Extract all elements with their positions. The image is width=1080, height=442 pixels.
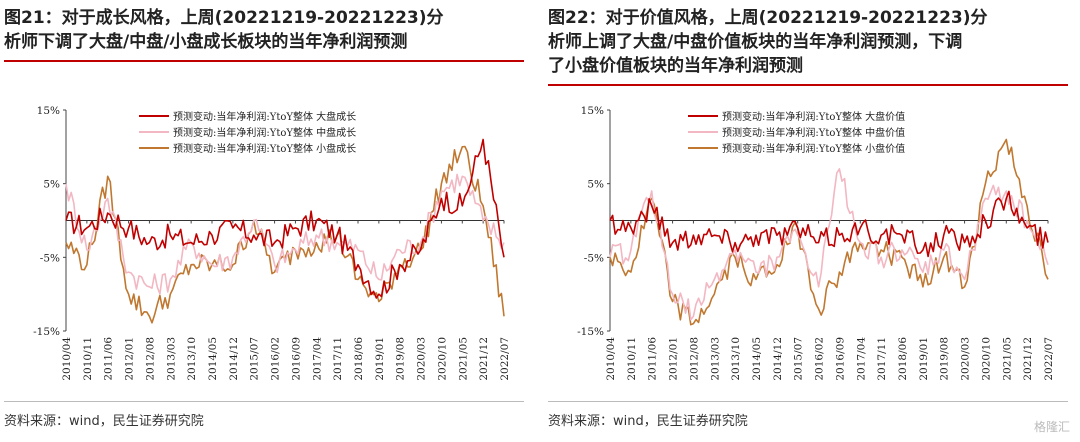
- x-tick-label: 2020/03: [416, 337, 428, 381]
- x-tick-label: 2015/07: [793, 337, 805, 381]
- x-tick-label: 2022/07: [1043, 337, 1055, 381]
- x-tick-label: 2019/08: [395, 337, 407, 381]
- legend-label: 预测变动:当年净利润:YtoY整体 中盘价值: [722, 126, 905, 139]
- chart-panel-left: 图21：对于成长风格，上周(20221219-20221223)分 析师下调了大…: [4, 0, 524, 442]
- series-line: [65, 138, 505, 299]
- x-tick-label: 2013/03: [709, 337, 721, 381]
- x-tick-label: 2016/02: [814, 337, 826, 381]
- x-tick-label: 2018/06: [897, 337, 909, 381]
- title-line: 图21：对于成长风格，上周(20221219-20221223)分: [4, 8, 444, 28]
- line-chart: 15% 5% -5% -15%2010/04 2010/11 2011/06 2012/01…: [33, 105, 511, 381]
- divider: [548, 401, 1068, 402]
- x-tick-label: 2011/06: [647, 337, 659, 381]
- title-line: 了小盘价值板块的当年净利润预测: [548, 56, 803, 76]
- series-line: [65, 145, 505, 324]
- x-tick-label: 2016/02: [270, 337, 282, 381]
- legend-label: 预测变动:当年净利润:YtoY整体 小盘价值: [722, 142, 905, 155]
- x-tick-label: 2012/08: [144, 337, 156, 381]
- chart-title: 图22：对于价值风格，上周(20221219-20221223)分 析师上调了大…: [548, 6, 1068, 78]
- x-tick-label: 2010/11: [82, 337, 94, 381]
- title-rule: [4, 60, 524, 62]
- x-tick-label: 2021/12: [478, 337, 490, 381]
- x-tick-label: 2011/06: [103, 337, 115, 381]
- legend-label: 预测变动:当年净利润:YtoY整体 小盘成长: [173, 142, 356, 155]
- x-tick-label: 2010/11: [626, 337, 638, 381]
- x-tick-label: 2021/05: [457, 337, 469, 381]
- x-tick-label: 2010/04: [605, 337, 617, 381]
- x-tick-label: 2020/10: [436, 337, 448, 381]
- title-line: 析师上调了大盘/中盘价值板块的当年净利润预测，下调: [548, 32, 963, 52]
- x-tick-label: 2013/10: [730, 337, 742, 381]
- chart-title: 图21：对于成长风格，上周(20221219-20221223)分 析师下调了大…: [4, 6, 524, 54]
- x-tick-label: 2016/09: [834, 337, 846, 381]
- x-tick-label: 2017/11: [332, 337, 344, 381]
- legend-label: 预测变动:当年净利润:YtoY整体 中盘成长: [173, 126, 356, 139]
- y-tick-label: -5%: [584, 252, 604, 264]
- x-tick-label: 2017/04: [311, 337, 323, 381]
- series-line: [65, 173, 505, 295]
- chart-panel-right: 图22：对于价值风格，上周(20221219-20221223)分 析师上调了大…: [548, 0, 1068, 442]
- x-tick-label: 2010/04: [61, 337, 73, 381]
- y-tick-label: -15%: [577, 326, 604, 338]
- title-line: 图22：对于价值风格，上周(20221219-20221223)分: [548, 8, 988, 28]
- source-note: 资料来源：wind，民生证券研究院: [548, 414, 748, 429]
- line-chart: 15% 5% -5% -15%2010/04 2010/11 2011/06 2012/01…: [577, 105, 1055, 381]
- y-tick-label: 5%: [43, 179, 60, 191]
- x-tick-label: 2018/06: [353, 337, 365, 381]
- y-tick-label: -5%: [40, 252, 60, 264]
- x-tick-label: 2021/12: [1022, 337, 1034, 381]
- x-tick-label: 2019/01: [374, 337, 386, 381]
- x-tick-label: 2012/01: [124, 337, 136, 381]
- x-tick-label: 2022/07: [499, 337, 511, 381]
- x-tick-label: 2012/08: [688, 337, 700, 381]
- legend-label: 预测变动:当年净利润:YtoY整体 大盘价值: [722, 110, 905, 123]
- x-tick-label: 2014/12: [228, 337, 240, 381]
- x-tick-label: 2020/03: [960, 337, 972, 381]
- x-tick-label: 2020/10: [980, 337, 992, 381]
- x-tick-label: 2017/04: [855, 337, 867, 381]
- x-tick-label: 2014/12: [772, 337, 784, 381]
- x-tick-label: 2012/01: [668, 337, 680, 381]
- source-note: 资料来源：wind，民生证券研究院: [4, 414, 204, 429]
- y-tick-label: -15%: [33, 326, 60, 338]
- series-line: [609, 190, 1049, 258]
- series-line: [609, 138, 1049, 326]
- x-tick-label: 2016/09: [290, 337, 302, 381]
- y-tick-label: 5%: [587, 179, 604, 191]
- x-tick-label: 2014/05: [207, 337, 219, 381]
- x-tick-label: 2019/08: [939, 337, 951, 381]
- legend-label: 预测变动:当年净利润:YtoY整体 大盘成长: [173, 110, 356, 123]
- title-line: 析师下调了大盘/中盘/小盘成长板块的当年净利润预测: [4, 32, 408, 52]
- divider: [4, 401, 524, 402]
- x-tick-label: 2015/07: [249, 337, 261, 381]
- x-tick-label: 2021/05: [1001, 337, 1013, 381]
- y-tick-label: 15%: [581, 105, 604, 117]
- x-tick-label: 2017/11: [876, 337, 888, 381]
- title-rule: [548, 84, 1068, 86]
- x-tick-label: 2013/10: [186, 337, 198, 381]
- watermark: 格隆汇: [1033, 420, 1070, 434]
- x-tick-label: 2019/01: [918, 337, 930, 381]
- x-tick-label: 2013/03: [165, 337, 177, 381]
- y-tick-label: 15%: [37, 105, 60, 117]
- x-tick-label: 2014/05: [751, 337, 763, 381]
- series-line: [609, 168, 1049, 321]
